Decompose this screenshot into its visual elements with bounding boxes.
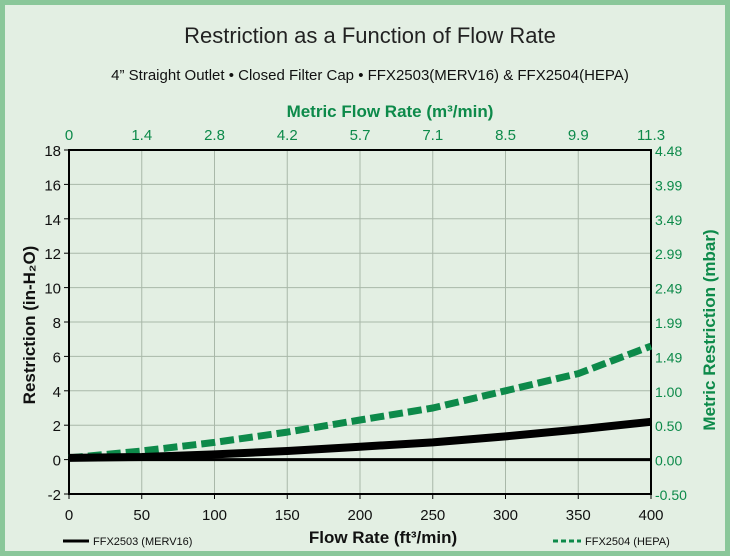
y-tick-label: 2 <box>53 418 61 435</box>
chart-subtitle: 4” Straight Outlet • Closed Filter Cap •… <box>111 67 629 84</box>
series-line-hepa <box>68 342 653 462</box>
x2-tick-label: 2.8 <box>204 127 225 144</box>
chart-title: Restriction as a Function of Flow Rate <box>184 23 556 48</box>
x2-tick-label: 1.4 <box>131 127 152 144</box>
x2-tick-label: 9.9 <box>568 127 589 144</box>
y2-tick-label: 1.49 <box>655 349 682 365</box>
x-tick-label: 150 <box>275 507 300 524</box>
y2-tick-label: 2.99 <box>655 246 682 262</box>
y-tick-label: 14 <box>44 212 61 229</box>
x2-tick-label: 8.5 <box>495 127 516 144</box>
y2-tick-label: 1.99 <box>655 315 682 331</box>
y2-tick-label: -0.50 <box>655 487 687 503</box>
x-tick-label: 300 <box>493 507 518 524</box>
y-tick-label: 10 <box>44 281 61 298</box>
x2-tick-label: 11.3 <box>637 127 665 144</box>
y-tick-label: 8 <box>53 315 61 332</box>
y2-tick-label: 4.48 <box>655 143 682 159</box>
x2-axis-label: Metric Flow Rate (m³/min) <box>287 102 494 121</box>
y-tick-label: -2 <box>48 487 61 504</box>
y-tick-label: 18 <box>44 143 61 160</box>
y2-axis-label: Metric Restriction (mbar) <box>700 229 719 430</box>
x2-tick-label: 4.2 <box>277 127 298 144</box>
x2-tick-label: 0 <box>65 127 73 144</box>
x-axis-label: Flow Rate (ft³/min) <box>309 528 457 547</box>
x2-tick-label: 7.1 <box>422 127 443 144</box>
y-tick-label: 12 <box>44 246 61 263</box>
legend-label-merv16: FFX2503 (MERV16) <box>93 536 192 548</box>
x-tick-label: 250 <box>420 507 445 524</box>
y2-tick-label: 3.49 <box>655 212 682 228</box>
x-tick-label: 400 <box>638 507 663 524</box>
x-tick-label: 200 <box>347 507 372 524</box>
y2-tick-label: 3.99 <box>655 177 682 193</box>
y2-tick-label: 0.50 <box>655 418 682 434</box>
y-axis-label: Restriction (in-H₂O) <box>20 246 39 405</box>
y-tick-label: 6 <box>53 349 61 366</box>
plot-area-border <box>68 149 652 495</box>
y2-tick-label: 1.00 <box>655 384 682 400</box>
x-tick-label: 100 <box>202 507 227 524</box>
grid-lines <box>69 150 651 494</box>
legend-label-hepa: FFX2504 (HEPA) <box>585 536 670 548</box>
series-line-merv16 <box>68 417 652 462</box>
y-tick-label: 0 <box>53 453 61 470</box>
x-tick-label: 350 <box>566 507 591 524</box>
x2-tick-label: 5.7 <box>350 127 371 144</box>
series-lines <box>68 342 653 462</box>
x-tick-label: 0 <box>65 507 73 524</box>
y-tick-label: 16 <box>44 177 61 194</box>
y2-tick-label: 0.00 <box>655 453 682 469</box>
y2-tick-label: 2.49 <box>655 281 682 297</box>
y-tick-label: 4 <box>53 384 61 401</box>
x-tick-label: 50 <box>133 507 150 524</box>
